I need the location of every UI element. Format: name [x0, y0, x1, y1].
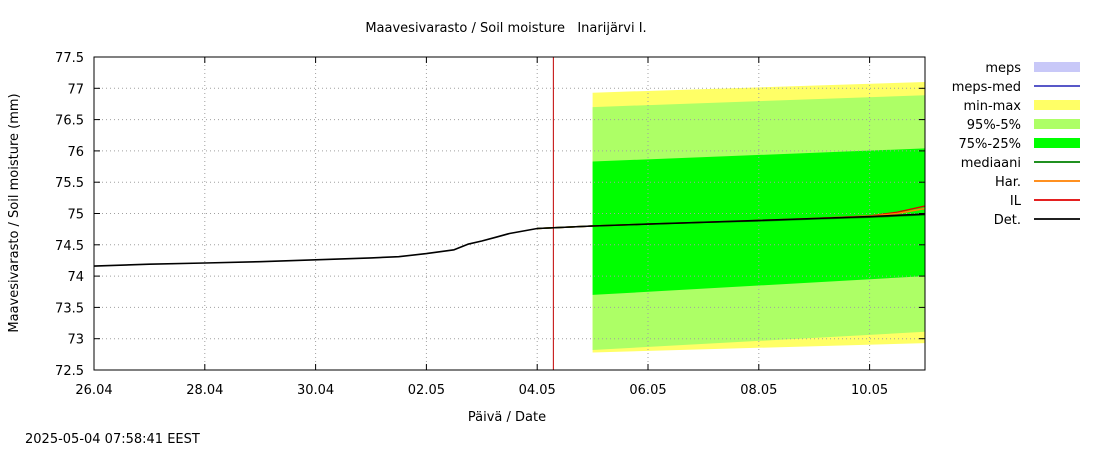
legend-item-meps: meps: [985, 61, 1080, 76]
y-axis-label: Maavesivarasto / Soil moisture (mm): [7, 93, 22, 332]
y-tick-label: 77.5: [55, 51, 84, 66]
y-tick-label: 73.5: [55, 301, 84, 316]
legend-item-har: Har.: [995, 175, 1080, 190]
forecast-bands: [592, 82, 925, 353]
y-tick-label: 73: [67, 333, 84, 348]
legend-label: 75%-25%: [959, 137, 1021, 152]
x-tick-label: 30.04: [297, 383, 334, 398]
x-axis-label: Päivä / Date: [468, 410, 546, 425]
legend-item-det: Det.: [994, 213, 1080, 228]
x-tick-label: 08.05: [740, 383, 777, 398]
y-tick-label: 75: [67, 208, 84, 223]
legend-item-mediaani: mediaani: [961, 156, 1080, 171]
legend-item-il: IL: [1010, 194, 1080, 209]
legend-label: IL: [1010, 194, 1022, 209]
series-lines: [93, 205, 926, 267]
x-tick-label: 04.05: [519, 383, 556, 398]
y-tick-label: 74.5: [55, 239, 84, 254]
legend-swatch: [1034, 100, 1080, 110]
legend-label: meps-med: [952, 80, 1021, 95]
legend-item-min-max: min-max: [963, 99, 1080, 114]
x-tick-label: 06.05: [629, 383, 666, 398]
y-tick-label: 75.5: [55, 176, 84, 191]
x-axis-ticks: 26.04 28.04 30.04 02.05 04.05 06.05 08.05 10.05: [75, 57, 888, 398]
legend-label: Har.: [995, 175, 1021, 190]
chart-title: Maavesivarasto / Soil moisture Inarijärv…: [365, 21, 646, 36]
y-tick-label: 76: [67, 145, 84, 160]
y-tick-label: 77: [67, 82, 84, 97]
legend-label: meps: [985, 61, 1021, 76]
legend-label: mediaani: [961, 156, 1021, 171]
y-axis-ticks: 72.5 73 73.5 74 74.5 75 75.5 76 76.5 77 77.5: [55, 51, 925, 379]
legend-label: min-max: [963, 99, 1021, 114]
x-tick-label: 02.05: [408, 383, 445, 398]
x-tick-label: 10.05: [851, 383, 888, 398]
legend-item-75pct-25pct: 75%-25%: [959, 137, 1080, 152]
x-tick-label: 28.04: [186, 383, 223, 398]
grid-lines: [94, 57, 925, 370]
series-det-line: [93, 213, 926, 267]
y-tick-label: 72.5: [55, 364, 84, 379]
legend-swatch: [1034, 138, 1080, 148]
y-tick-label: 74: [67, 270, 84, 285]
y-tick-label: 76.5: [55, 114, 84, 129]
legend-item-meps-med: meps-med: [952, 80, 1080, 95]
legend: meps meps-med min-max 95%-5% 75%-25% mediaani…: [952, 61, 1080, 228]
timestamp: 2025-05-04 07:58:41 EEST: [25, 432, 200, 447]
legend-swatch: [1034, 62, 1080, 72]
legend-label: 95%-5%: [967, 118, 1021, 133]
legend-swatch: [1034, 119, 1080, 129]
legend-item-95pct-5pct: 95%-5%: [967, 118, 1080, 133]
legend-label: Det.: [994, 213, 1021, 228]
x-tick-label: 26.04: [75, 383, 112, 398]
